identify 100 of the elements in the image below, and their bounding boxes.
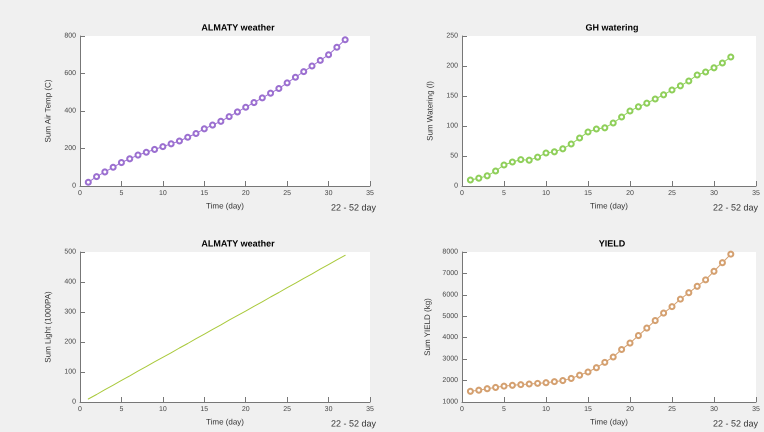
point (643, 100, 650, 107)
text: 22 - 52 day (712, 202, 758, 212)
point (610, 120, 617, 126)
point (576, 134, 584, 142)
point (652, 96, 659, 102)
point (226, 113, 233, 120)
point (626, 108, 634, 114)
chart-title: GH watering (585, 22, 639, 32)
point (526, 156, 533, 164)
point (676, 82, 684, 90)
chart-title: YIELD (598, 238, 626, 248)
point (702, 68, 710, 76)
point (517, 156, 524, 164)
text: 22 - 52 day (330, 202, 376, 212)
text: 22 - 52 day (330, 418, 376, 428)
point (601, 358, 608, 366)
point (508, 158, 516, 166)
point (184, 134, 192, 141)
point (550, 148, 558, 156)
chart-title: ALMATY weather (201, 238, 276, 248)
point (550, 378, 558, 386)
point (342, 36, 349, 44)
point (727, 250, 734, 258)
point (217, 118, 224, 125)
point (110, 164, 117, 171)
y-axis-title: Sum YIELD (kg) (423, 298, 432, 356)
point (668, 303, 676, 310)
y-axis-title: Sum Light (1000PA) (44, 290, 52, 363)
point (234, 108, 241, 116)
x-axis-title: Time (day) (206, 201, 244, 210)
point (134, 152, 142, 159)
point (626, 340, 634, 347)
point (484, 385, 491, 392)
point (466, 176, 474, 184)
point (292, 74, 299, 81)
point (126, 155, 134, 162)
line-series (88, 254, 346, 400)
point (142, 148, 150, 156)
y-axis-title: Sum Air Temp (C) (44, 79, 52, 142)
point (500, 162, 508, 168)
point (159, 143, 166, 150)
point (685, 289, 692, 296)
point (316, 56, 324, 64)
point (118, 159, 125, 166)
point (584, 368, 592, 376)
point (618, 346, 626, 353)
point (576, 372, 584, 379)
point (475, 386, 482, 394)
point (568, 374, 575, 382)
point (727, 54, 734, 60)
text: 22 - 52 day (712, 418, 758, 428)
chart-title: ALMATY weather (201, 22, 276, 32)
point (209, 122, 216, 129)
point (618, 114, 626, 120)
point (660, 310, 668, 317)
point (652, 317, 659, 324)
point (526, 380, 533, 388)
point (275, 85, 282, 92)
point (284, 79, 291, 86)
point (466, 388, 474, 395)
point (508, 382, 516, 389)
point (151, 146, 158, 153)
point (559, 145, 566, 152)
point (634, 103, 642, 110)
point (542, 150, 550, 156)
point (475, 174, 482, 182)
point (267, 90, 274, 97)
point (534, 154, 542, 161)
point (192, 130, 200, 137)
y-axis-title: Sum Watering (l) (426, 80, 434, 141)
point (534, 380, 542, 387)
point (676, 296, 684, 303)
point (300, 68, 308, 76)
x-axis-title: Time (day) (590, 417, 628, 426)
point (685, 78, 692, 84)
point (93, 173, 100, 180)
point (325, 51, 332, 58)
point (492, 168, 500, 174)
point (484, 172, 491, 180)
point (500, 382, 508, 390)
point (702, 276, 710, 284)
point (592, 364, 600, 372)
x-axis-title: Time (day) (590, 201, 628, 210)
point (643, 324, 650, 332)
point (308, 62, 316, 70)
point (601, 124, 608, 132)
point (258, 94, 266, 102)
point (710, 64, 718, 72)
point (568, 140, 575, 148)
point (168, 140, 175, 148)
point (333, 44, 340, 51)
point (718, 259, 726, 266)
point (242, 104, 250, 111)
point (200, 125, 208, 132)
point (584, 128, 592, 136)
point (634, 332, 642, 340)
point (101, 168, 108, 176)
point (592, 126, 600, 132)
point (668, 86, 676, 94)
point (710, 268, 718, 275)
